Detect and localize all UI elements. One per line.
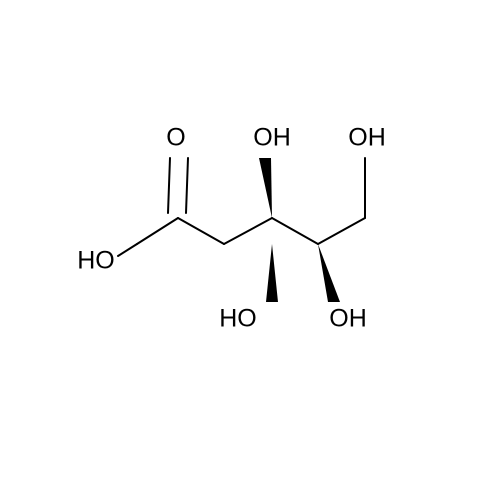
c5-hydroxyl-label: OH bbox=[329, 305, 367, 334]
c1-hydroxyl-label: HO bbox=[77, 247, 115, 276]
c6-hydroxyl-label: OH bbox=[348, 124, 386, 153]
bond-layer bbox=[0, 0, 500, 500]
molecule-canvas: O OH OH HO HO OH bbox=[0, 0, 500, 500]
ketone-oxygen-label: O bbox=[166, 124, 185, 153]
c4-hydroxyl-label: HO bbox=[219, 305, 257, 334]
c3-hydroxyl-label: OH bbox=[253, 124, 291, 153]
